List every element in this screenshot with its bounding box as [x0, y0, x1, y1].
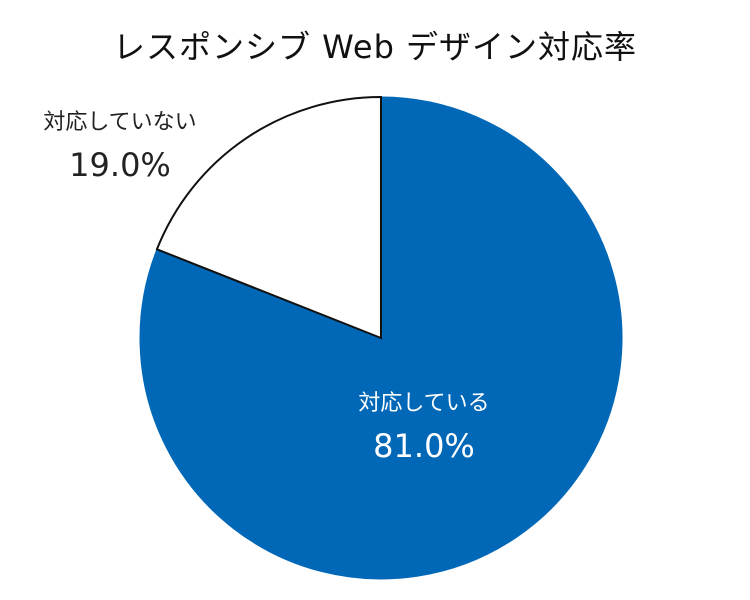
- pie-slices: [139, 95, 623, 580]
- chart-title: レスポンシブ Web デザイン対応率: [112, 28, 638, 66]
- pie-slice-1: [139, 96, 623, 580]
- pie-labels: 対応している 81.0% 対応していない 19.0%: [43, 110, 489, 465]
- slice-label-1: 対応している: [358, 391, 489, 416]
- pie-slice-2: [155, 95, 382, 340]
- slice-value-1: 81.0%: [373, 427, 475, 465]
- slice-value-2: 19.0%: [69, 146, 171, 184]
- slice-label-2: 対応していない: [43, 110, 196, 135]
